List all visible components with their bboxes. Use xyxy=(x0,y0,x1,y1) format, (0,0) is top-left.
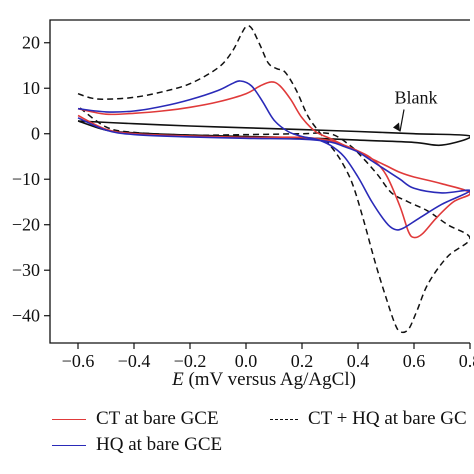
y-tick-label: −30 xyxy=(12,260,40,280)
legend-label-ct-hq: CT + HQ at bare GC xyxy=(308,408,467,429)
legend-label-hq: HQ at bare GCE xyxy=(96,434,223,455)
legend-item-ct: CT at bare GCE xyxy=(52,408,219,430)
legend-swatch-ct-hq xyxy=(270,419,298,421)
annotation-arrow-head xyxy=(393,122,400,132)
axes-group: −0.6 −0.4 −0.2 0.0 0.2 0.4 0.6 0.8 20 10 0 −10 −20 −3… xyxy=(12,19,474,371)
plot-series-group xyxy=(77,25,470,334)
x-tick-label: −0.6 xyxy=(62,351,95,371)
series-clip-group xyxy=(77,25,470,334)
y-tick-label: 10 xyxy=(22,78,40,98)
legend-item-hq: HQ at bare GCE xyxy=(52,434,222,456)
series-line-ct-hq-at-bare-gce xyxy=(77,25,470,334)
y-tick-label: −40 xyxy=(12,306,40,326)
annotation-arrow-shaft xyxy=(399,109,405,132)
y-tick-label: 20 xyxy=(22,33,40,53)
x-tick-label: 0.8 xyxy=(459,351,474,371)
x-tick-label: 0.6 xyxy=(403,351,426,371)
x-tick-label: 0.0 xyxy=(235,351,258,371)
x-axis-label-symbol: E xyxy=(171,369,184,390)
y-tick-label: −10 xyxy=(12,169,40,189)
plot-frame xyxy=(49,19,470,344)
x-axis-label-unit: (mV versus Ag/AgCl) xyxy=(184,369,356,390)
y-tick-label: −20 xyxy=(12,215,40,235)
x-tick-label: −0.4 xyxy=(118,351,151,371)
legend-swatch-ct xyxy=(52,419,86,421)
legend-item-ct-hq: CT + HQ at bare GC xyxy=(270,408,467,430)
legend-label-ct: CT at bare GCE xyxy=(96,408,219,429)
x-tick-label: −0.2 xyxy=(174,351,207,371)
annotation-blank-label: Blank xyxy=(395,87,438,107)
legend-swatch-hq xyxy=(52,445,86,447)
x-axis-label: E (mV versus Ag/AgCl) xyxy=(171,369,356,390)
x-tick-label: 0.4 xyxy=(347,351,370,371)
series-line-ct-at-bare-gce xyxy=(77,81,470,239)
series-line-hq-at-bare-gce xyxy=(77,80,470,231)
x-tick-label: 0.2 xyxy=(291,351,314,371)
y-tick-label: 0 xyxy=(31,124,40,144)
